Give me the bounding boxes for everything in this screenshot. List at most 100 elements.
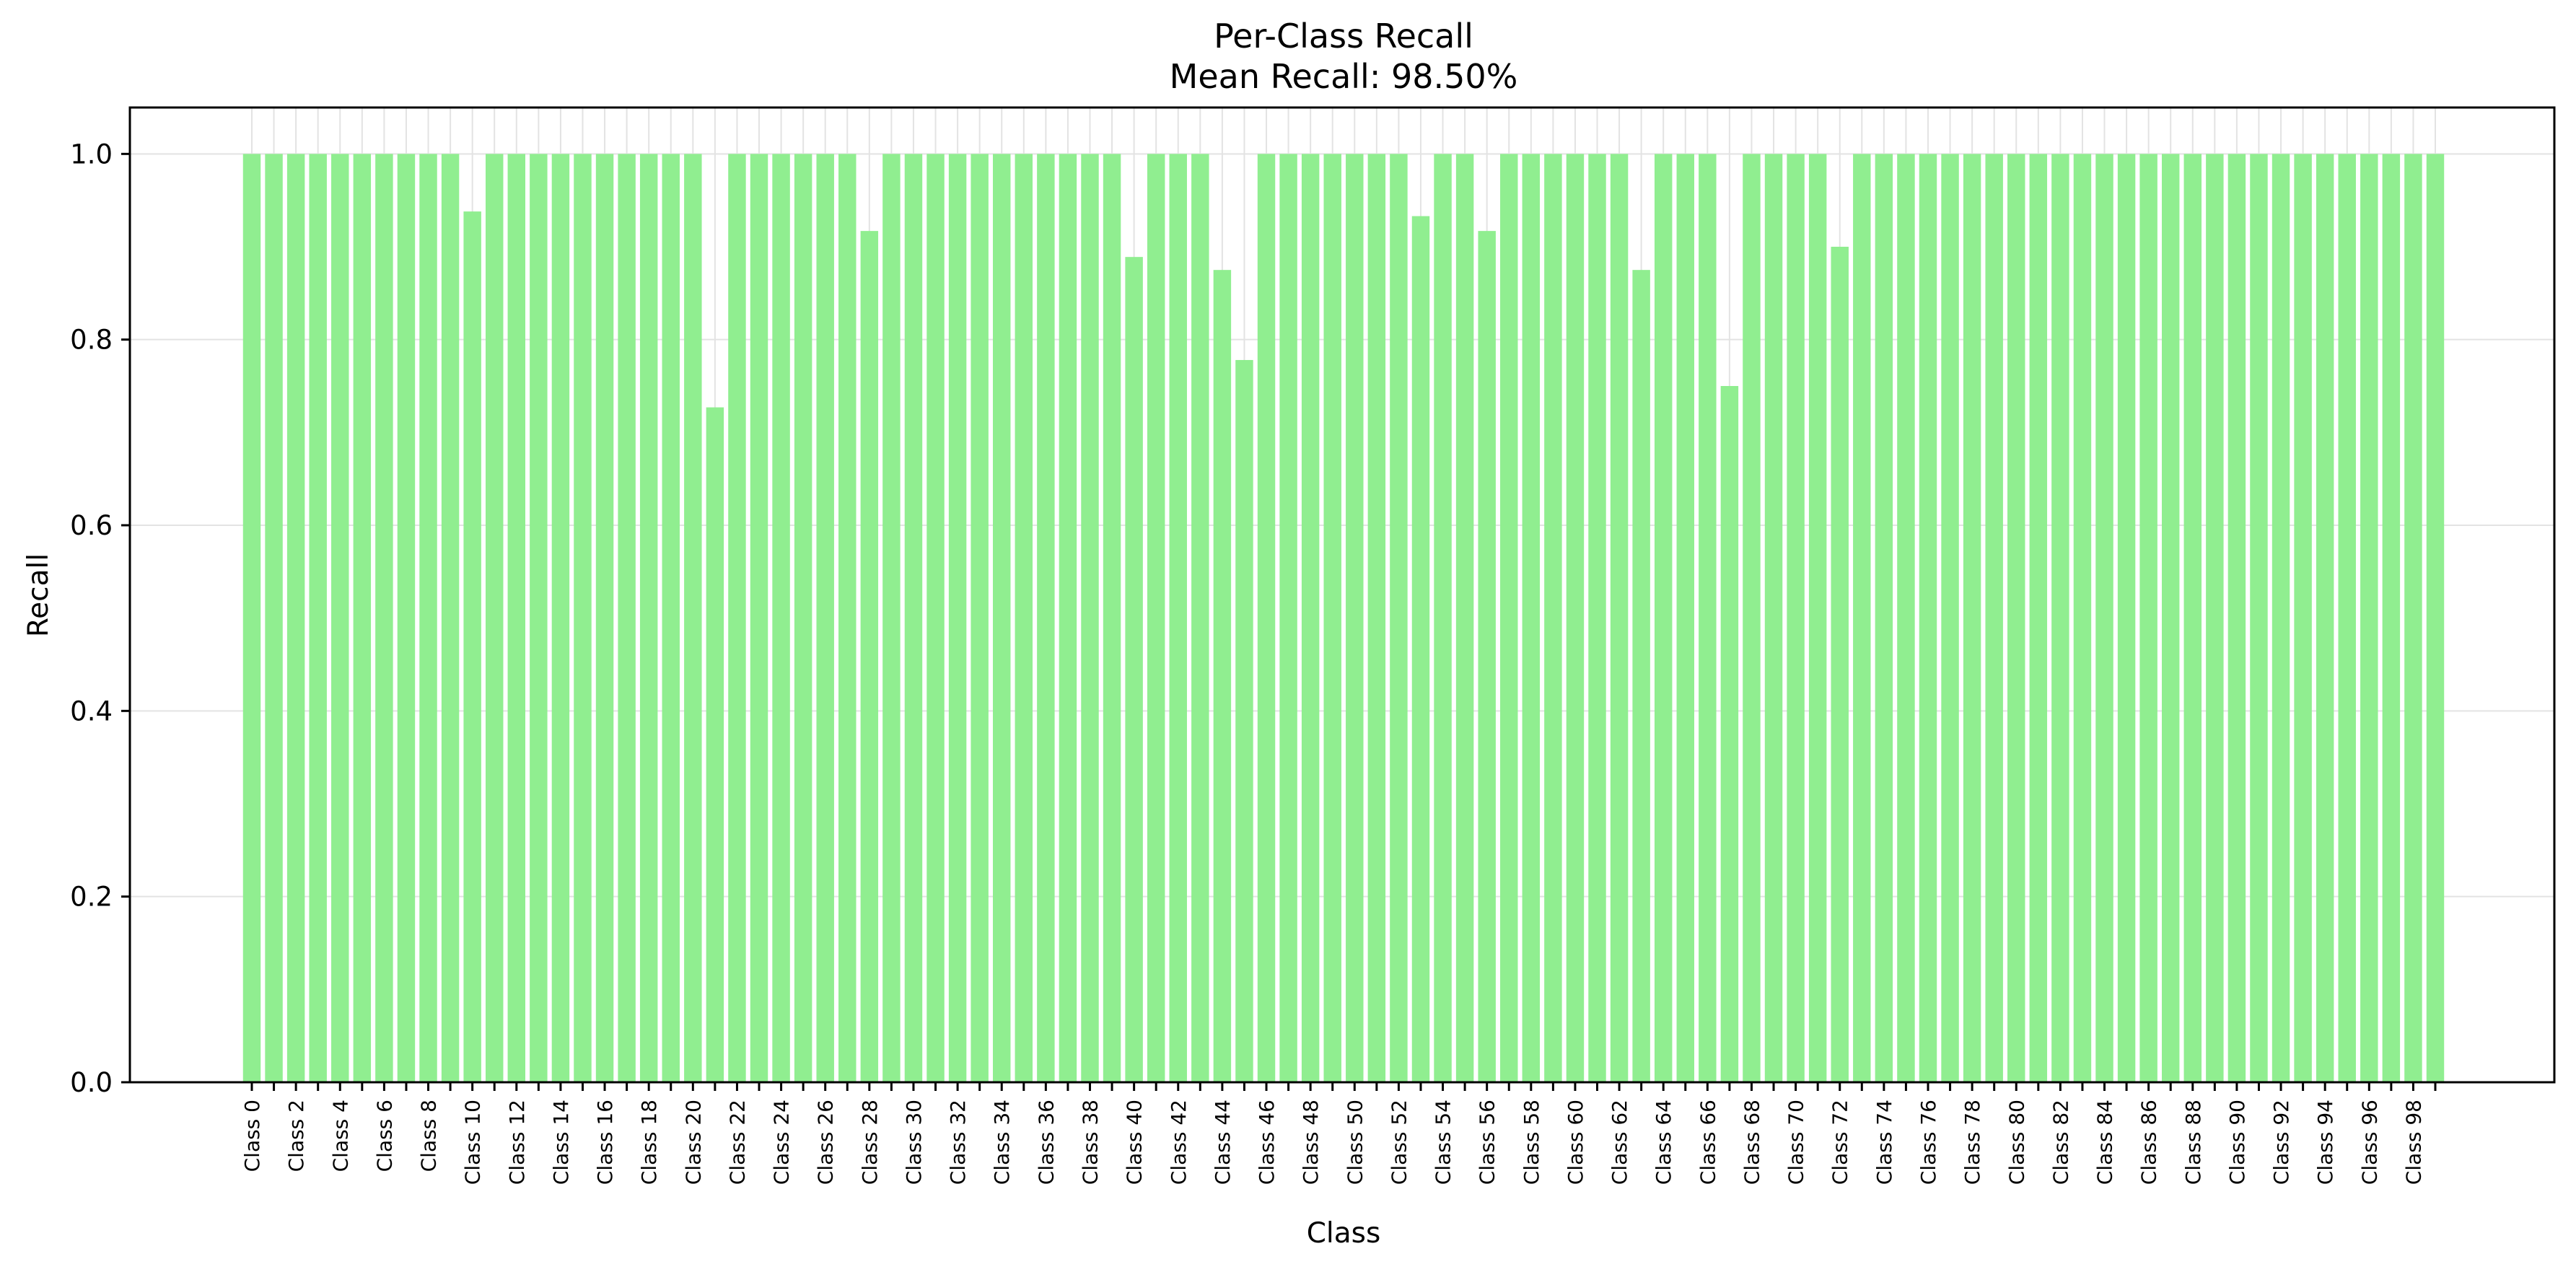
bar-class-36 (1037, 154, 1055, 1082)
bar-class-39 (1103, 154, 1121, 1082)
bar-class-64 (1654, 154, 1673, 1082)
y-tick-label: 0.0 (70, 1067, 113, 1098)
bar-class-83 (2073, 154, 2092, 1082)
bar-class-4 (331, 154, 349, 1082)
bar-class-14 (551, 154, 570, 1082)
x-tick-label: Class 74 (1872, 1100, 1896, 1185)
x-tick-label: Class 6 (372, 1100, 396, 1172)
bar-class-93 (2294, 154, 2312, 1082)
bar-class-98 (2404, 154, 2422, 1082)
bar-class-31 (926, 154, 945, 1082)
plot-frame (128, 106, 2556, 1084)
bar-class-88 (2183, 154, 2202, 1082)
bar-class-46 (1257, 154, 1276, 1082)
bar-class-1 (265, 154, 283, 1082)
bar-class-67 (1720, 386, 1739, 1082)
x-tick-label: Class 0 (240, 1100, 264, 1172)
x-tick-label: Class 98 (2401, 1100, 2425, 1185)
bar-class-69 (1764, 154, 1783, 1082)
bar-class-18 (639, 154, 658, 1082)
bar-class-99 (2426, 154, 2445, 1082)
bar-class-44 (1213, 270, 1232, 1083)
bar-class-22 (728, 154, 746, 1082)
bar-class-13 (530, 154, 548, 1082)
bar-class-91 (2250, 154, 2268, 1082)
bar-class-26 (816, 154, 834, 1082)
x-tick-label: Class 92 (2269, 1100, 2293, 1185)
x-tick-label: Class 4 (328, 1100, 352, 1172)
bar-class-27 (838, 154, 857, 1082)
x-axis-ticks: Class 0 Class 2 Class 4 Class 6 Class 8 Class… (240, 1082, 2437, 1185)
x-tick-label: Class 52 (1387, 1100, 1411, 1185)
bar-class-53 (1411, 216, 1430, 1082)
bar-class-96 (2360, 154, 2378, 1082)
x-tick-label: Class 48 (1299, 1100, 1323, 1185)
bar-class-40 (1125, 257, 1143, 1082)
bar-class-58 (1522, 154, 1541, 1082)
x-tick-label: Class 90 (2225, 1100, 2249, 1185)
bar-class-97 (2382, 154, 2401, 1082)
bar-class-48 (1301, 154, 1320, 1082)
x-tick-label: Class 14 (549, 1100, 573, 1185)
bar-class-80 (2007, 154, 2025, 1082)
bar-class-30 (904, 154, 923, 1082)
bar-class-43 (1191, 154, 1209, 1082)
bar-class-73 (1853, 154, 1871, 1082)
x-tick-label: Class 2 (284, 1100, 308, 1172)
bar-class-56 (1478, 231, 1496, 1082)
bar-class-24 (772, 154, 790, 1082)
bar-class-62 (1610, 154, 1629, 1082)
x-tick-label: Class 64 (1652, 1100, 1675, 1185)
bar-class-72 (1831, 247, 1849, 1082)
bar-class-3 (309, 154, 327, 1082)
bar-class-61 (1588, 154, 1606, 1082)
y-tick-label: 0.4 (70, 696, 113, 727)
x-tick-label: Class 30 (902, 1100, 926, 1185)
bar-class-78 (1963, 154, 1981, 1082)
bar-class-76 (1919, 154, 1937, 1082)
bar-class-41 (1147, 154, 1165, 1082)
x-tick-label: Class 80 (2005, 1100, 2028, 1185)
bar-class-23 (750, 154, 768, 1082)
bar-class-82 (2051, 154, 2069, 1082)
bar-class-92 (2271, 154, 2290, 1082)
x-tick-label: Class 38 (1078, 1100, 1102, 1185)
bar-class-0 (242, 154, 261, 1082)
x-tick-label: Class 84 (2093, 1100, 2117, 1185)
bar-class-5 (353, 154, 372, 1082)
bar-class-9 (441, 154, 460, 1082)
bar-class-47 (1279, 154, 1297, 1082)
x-tick-label: Class 18 (637, 1100, 661, 1185)
bar-class-59 (1544, 154, 1562, 1082)
bar-class-12 (507, 154, 526, 1082)
x-tick-label: Class 26 (814, 1100, 838, 1185)
x-tick-label: Class 66 (1696, 1100, 1719, 1185)
chart-title: Per-Class Recall (1214, 17, 1473, 56)
bar-class-90 (2227, 154, 2246, 1082)
bar-class-68 (1743, 154, 1761, 1082)
x-tick-label: Class 46 (1255, 1100, 1279, 1185)
bar-class-94 (2316, 154, 2334, 1082)
bar-class-37 (1059, 154, 1077, 1082)
y-tick-label: 1.0 (70, 139, 113, 170)
bar-class-89 (2206, 154, 2224, 1082)
bar-class-29 (882, 154, 901, 1082)
bar-class-35 (1015, 154, 1033, 1082)
x-tick-label: Class 24 (770, 1100, 794, 1185)
x-tick-label: Class 50 (1343, 1100, 1367, 1185)
x-tick-label: Class 32 (946, 1100, 970, 1185)
bar-class-70 (1787, 154, 1805, 1082)
x-axis-label: Class (1307, 1217, 1381, 1250)
x-tick-label: Class 22 (725, 1100, 749, 1185)
bar-class-75 (1897, 154, 1915, 1082)
bar-class-81 (2029, 154, 2048, 1082)
y-tick-label: 0.8 (70, 325, 113, 356)
y-tick-label: 0.6 (70, 510, 113, 541)
bar-class-6 (375, 154, 393, 1082)
x-tick-label: Class 36 (1034, 1100, 1058, 1185)
x-tick-label: Class 68 (1740, 1100, 1764, 1185)
x-tick-label: Class 34 (990, 1100, 1014, 1185)
x-tick-label: Class 20 (681, 1100, 705, 1185)
y-tick-label: 0.2 (70, 882, 113, 913)
